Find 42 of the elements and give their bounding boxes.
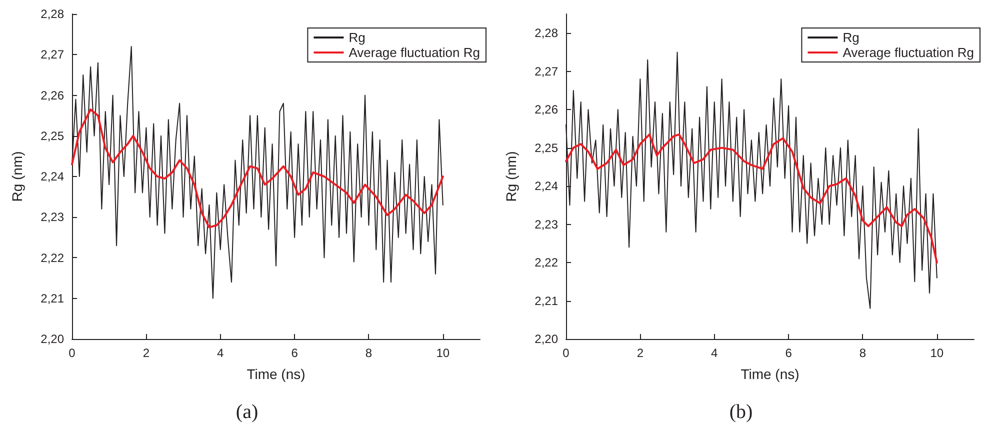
y-tick-label: 2,22: [534, 256, 558, 270]
y-tick-label: 2,25: [40, 128, 64, 143]
legend-label: Average fluctuation Rg: [348, 45, 480, 60]
x-tick-label: 6: [291, 346, 298, 360]
y-tick-label: 2,28: [40, 7, 64, 21]
x-tick-label: 2: [142, 346, 150, 360]
y-tick-label: 2,23: [534, 217, 558, 232]
y-tick-label: 2,24: [40, 170, 64, 184]
y-tick-label: 2,21: [40, 291, 64, 306]
line-series: [71, 108, 444, 228]
x-tick-label: 4: [217, 346, 224, 360]
y-axis-title: Rg (nm): [503, 151, 519, 202]
y-axis-title: Rg (nm): [9, 151, 25, 202]
text: (b): [729, 401, 753, 423]
y-tick-label: 2,23: [40, 210, 64, 224]
legend-label: Rg: [842, 30, 860, 45]
y-tick-label: 2,20: [534, 332, 558, 346]
y-tick-label: 2,20: [40, 332, 64, 346]
x-tick-label: 10: [930, 346, 944, 360]
x-tick-label: 6: [785, 346, 792, 360]
x-tick-label: 8: [859, 346, 866, 360]
y-tick-label: 2,28: [534, 26, 558, 40]
y-tick-label: 2,26: [534, 102, 558, 117]
x-tick-label: 4: [711, 346, 718, 360]
y-tick-label: 2,24: [534, 179, 558, 194]
y-tick-label: 2,26: [40, 88, 64, 102]
x-axis-title: Time (ns): [246, 366, 306, 382]
y-tick-label: 2,22: [40, 250, 64, 265]
text: (a): [236, 401, 258, 423]
line-series: [565, 133, 938, 264]
y-tick-label: 2,27: [534, 64, 558, 78]
x-axis-title: Time (ns): [740, 366, 800, 382]
x-tick-label: 2: [636, 346, 644, 360]
x-tick-label: 0: [562, 346, 570, 360]
x-tick-label: 0: [68, 346, 76, 360]
legend-label: Rg: [348, 30, 366, 45]
y-tick-label: 2,27: [40, 48, 64, 62]
y-tick-label: 2,25: [534, 140, 558, 155]
x-tick-label: 10: [436, 346, 450, 360]
legend-label: Average fluctuation Rg: [842, 45, 974, 60]
x-tick-label: 8: [365, 346, 372, 360]
y-tick-label: 2,21: [534, 294, 558, 308]
